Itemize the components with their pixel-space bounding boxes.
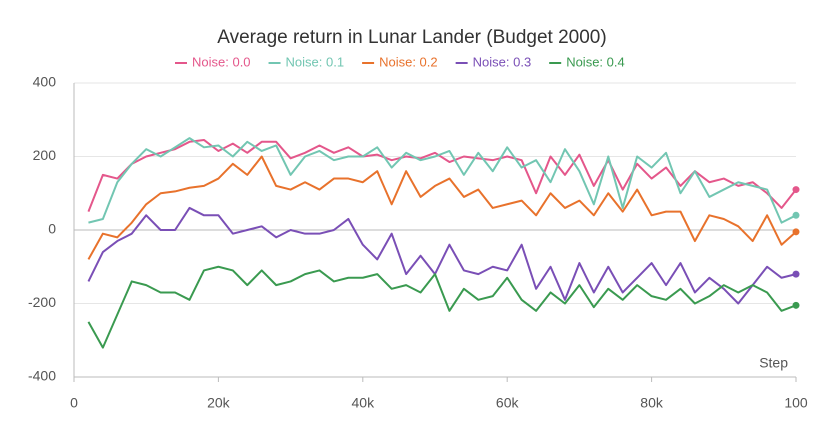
x-tick-label: 40k <box>352 395 376 411</box>
chart-title: Average return in Lunar Lander (Budget 2… <box>217 27 606 48</box>
series-line <box>88 137 797 224</box>
legend-label: Noise: 0.2 <box>379 54 438 69</box>
x-tick-label: 80k <box>640 395 664 411</box>
x-axis-label: Step <box>759 355 788 371</box>
end-point <box>792 228 800 236</box>
x-tick-label: 100 <box>784 395 808 411</box>
end-point <box>792 270 800 278</box>
series-line <box>87 206 797 305</box>
y-tick-label: -400 <box>28 368 56 384</box>
y-tick-label: 0 <box>48 221 56 237</box>
x-tick-label: 60k <box>496 395 520 411</box>
end-point <box>792 301 800 309</box>
y-tick-label: -200 <box>28 294 56 310</box>
y-tick-label: 200 <box>33 147 57 163</box>
legend-label: Noise: 0.3 <box>473 54 532 69</box>
legend-label: Noise: 0.1 <box>286 54 345 69</box>
x-tick-label: 20k <box>207 395 231 411</box>
x-tick-label: 0 <box>70 395 78 411</box>
y-tick-label: 400 <box>33 74 57 90</box>
legend-label: Noise: 0.4 <box>566 54 625 69</box>
end-point <box>792 186 800 194</box>
end-point <box>792 211 800 219</box>
series-line <box>87 155 797 260</box>
series-line <box>87 138 797 212</box>
legend-label: Noise: 0.0 <box>192 54 251 69</box>
series-line <box>87 265 797 349</box>
